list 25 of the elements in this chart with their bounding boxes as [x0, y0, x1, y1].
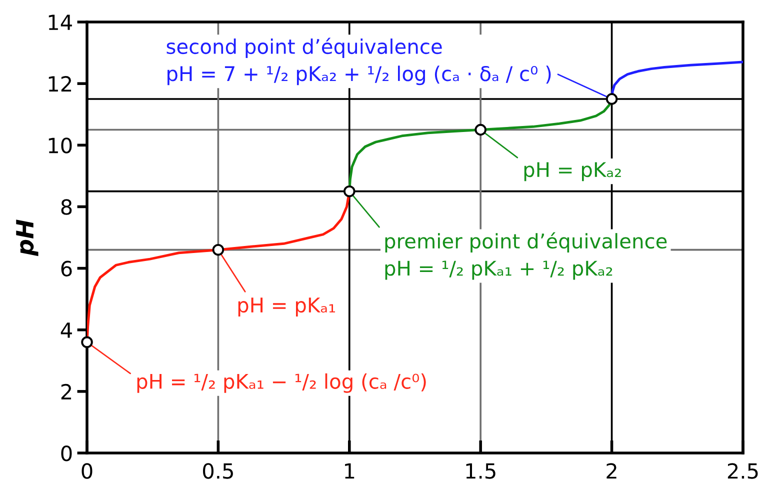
y-tick-label: 6	[61, 260, 72, 277]
annotation: pH = ¹/₂ pKₐ₁ − ¹/₂ log (cₐ /c⁰)	[137, 373, 426, 393]
annotation: second point d’équivalence pH = 7 + ¹/₂ pKₐ₂ + ¹/₂ log (cₐ · δₐ / c⁰ )	[166, 38, 551, 86]
y-tick-label: 12	[48, 76, 72, 92]
y-tick-label: 8	[61, 199, 72, 215]
x-tick-label: 0.5	[203, 463, 233, 479]
point	[474, 124, 486, 136]
point	[606, 93, 618, 105]
annotation: pH = pKₐ₂	[524, 162, 621, 182]
y-tick-label: 10	[48, 138, 72, 154]
annotation: premier point d’équivalence pH = ¹/₂ pKₐ₁ + ¹/₂ pKₐ₂	[385, 232, 667, 280]
y-tick-label: 4	[60, 322, 72, 338]
x-tick-label: 1.5	[466, 463, 496, 479]
point	[81, 336, 93, 348]
x-tick-label: 2.5	[728, 463, 758, 479]
x-tick-label: 0	[82, 463, 92, 479]
annotation: pH = pKₐ₁	[238, 298, 336, 317]
point	[344, 185, 356, 198]
y-tick-label: 2	[61, 384, 72, 400]
y-tick-label: 0	[61, 445, 72, 462]
point	[212, 244, 224, 256]
y-tick-label: 14	[48, 14, 72, 30]
x-tick-label: 2	[606, 463, 616, 479]
y-axis-title: pH	[16, 220, 38, 256]
x-tick-label: 1	[345, 463, 354, 479]
